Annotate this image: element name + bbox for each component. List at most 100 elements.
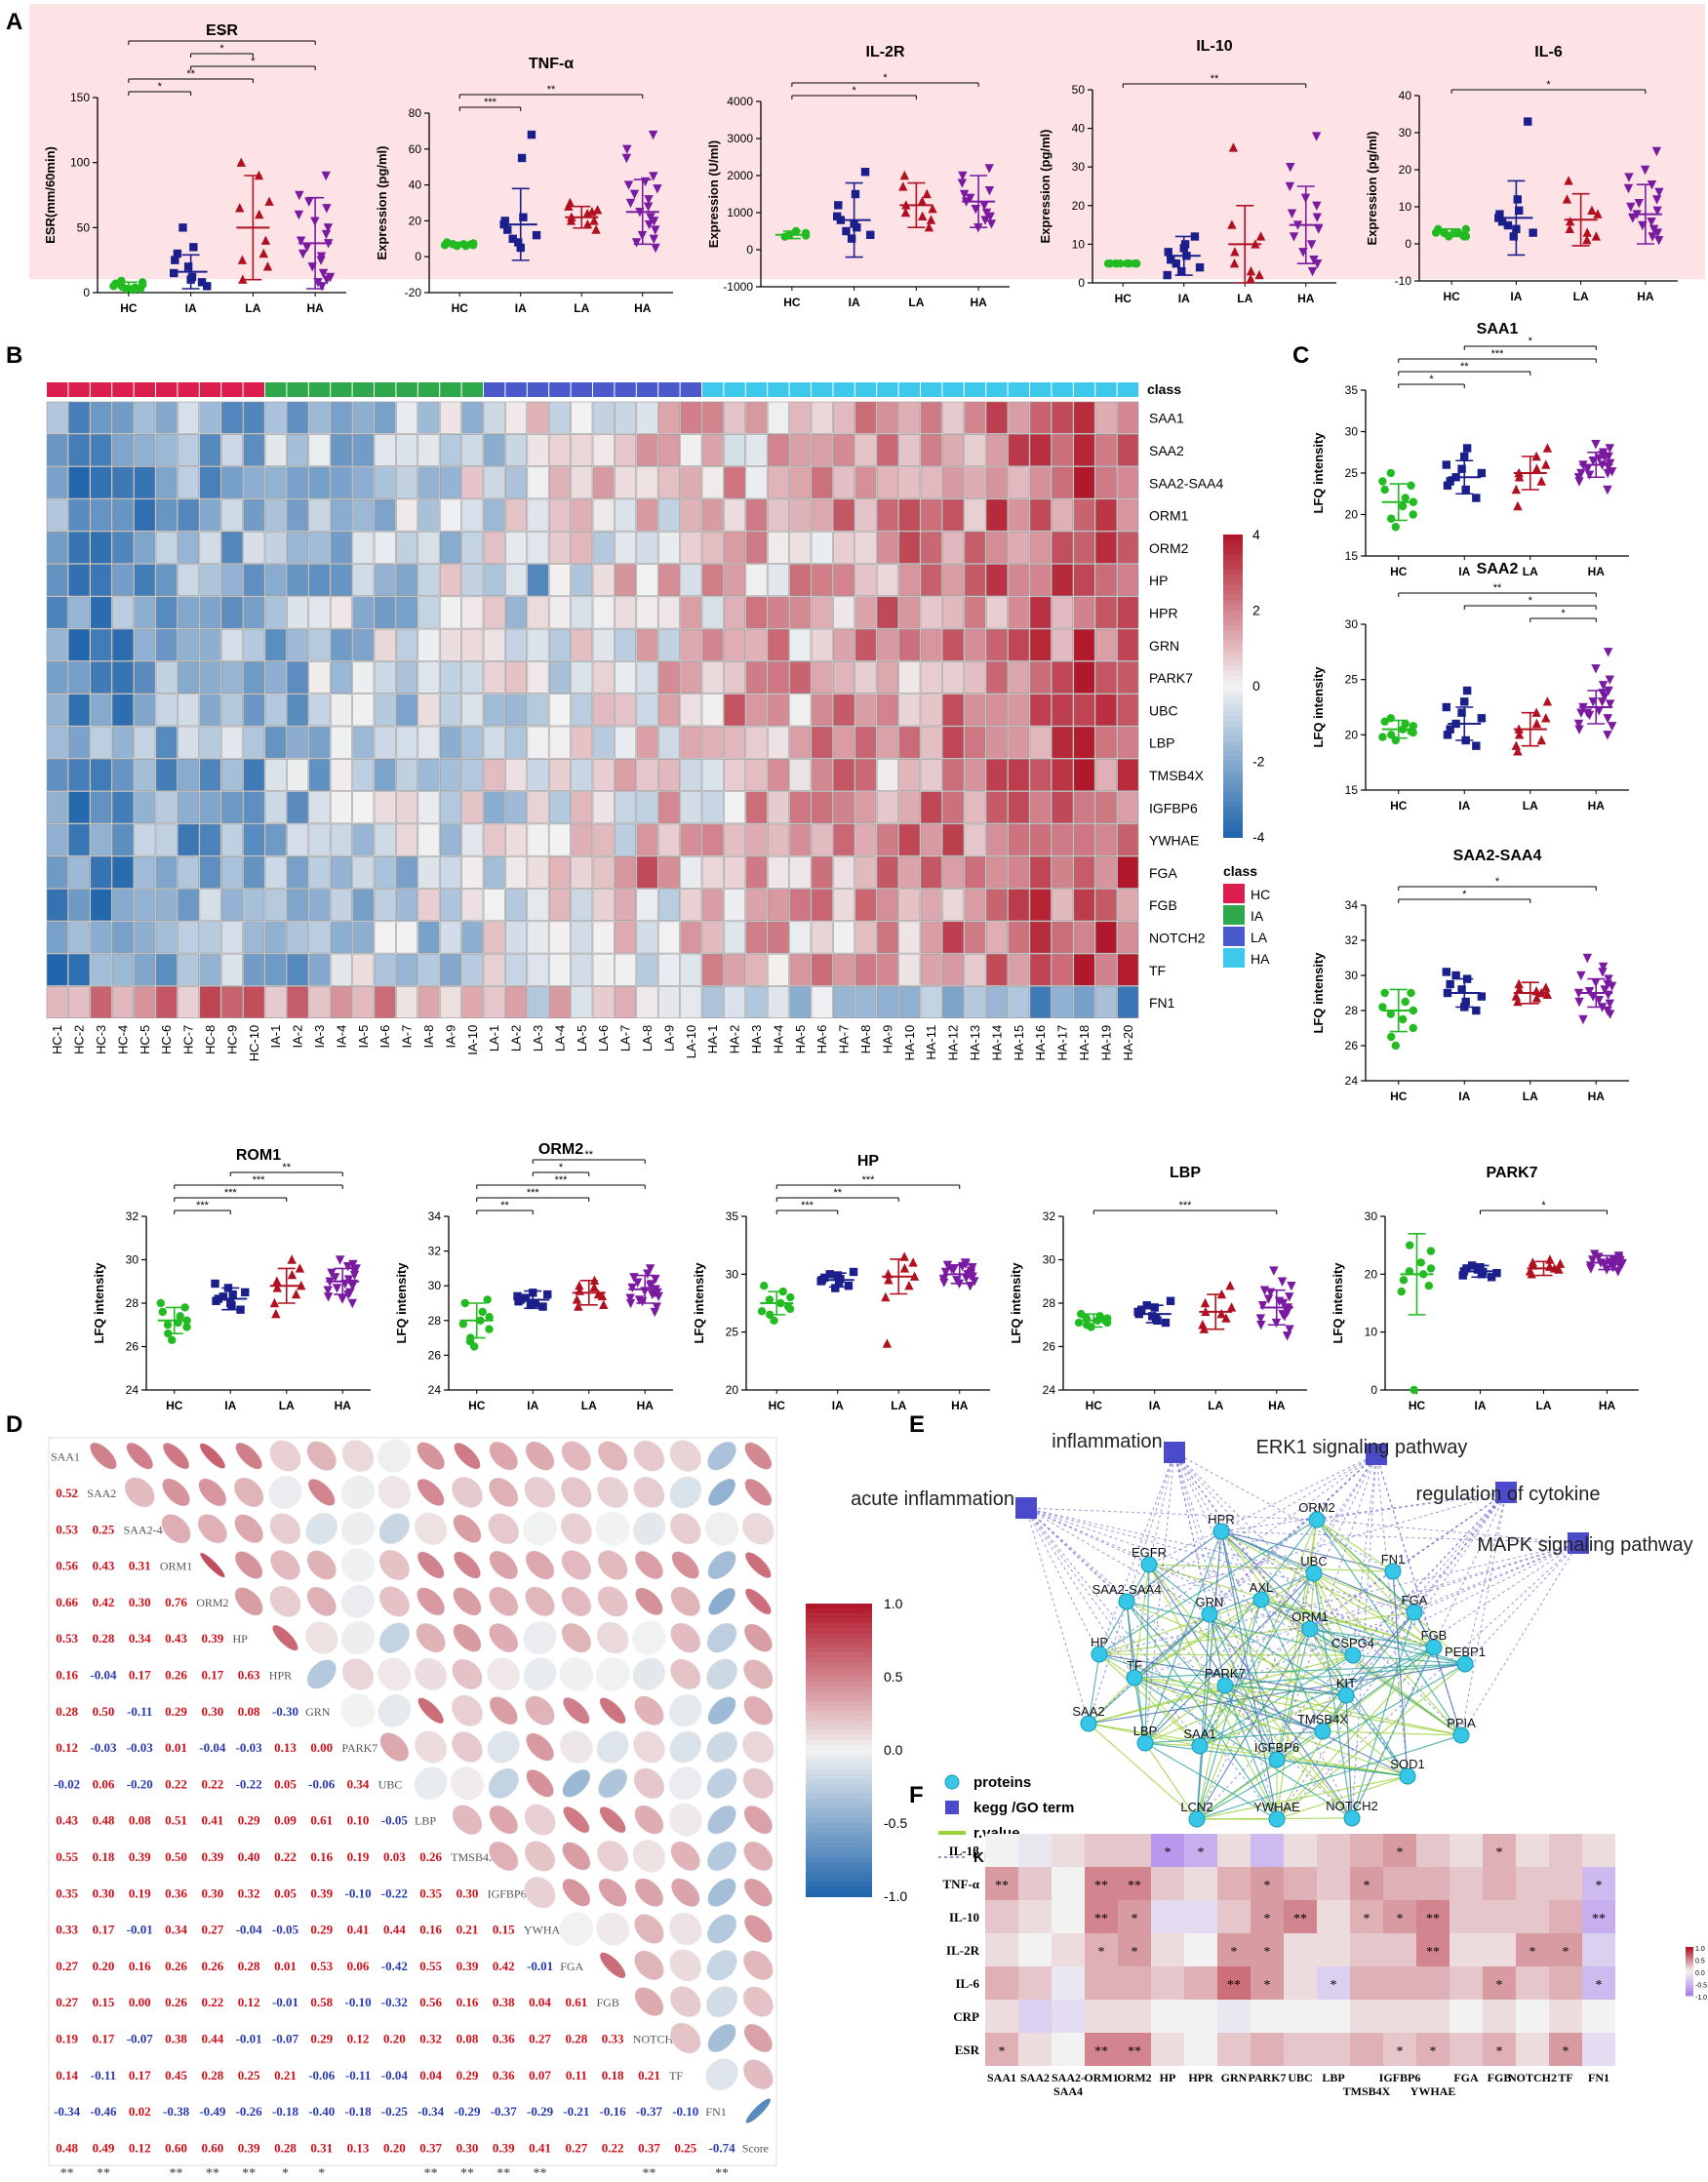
heat-cell bbox=[308, 855, 331, 889]
heat-cell bbox=[243, 401, 265, 434]
heat-cell bbox=[680, 694, 702, 727]
chart-title: LBP bbox=[1170, 1165, 1201, 1181]
y-tick-label: 60 bbox=[409, 142, 422, 156]
clinical-star: ** bbox=[1094, 2044, 1108, 2059]
heat-cell bbox=[505, 758, 528, 791]
heat-cell bbox=[439, 564, 461, 597]
data-point bbox=[1541, 982, 1551, 992]
heat-cell bbox=[1094, 661, 1117, 694]
heat-cell bbox=[396, 564, 418, 597]
heat-cell bbox=[571, 661, 593, 694]
gene-label: NOTCH2 bbox=[1149, 930, 1206, 945]
data-point bbox=[1605, 675, 1615, 685]
data-point bbox=[1461, 224, 1471, 233]
data-point bbox=[844, 1282, 854, 1290]
clinical-scale-step bbox=[1686, 1981, 1693, 1984]
data-point bbox=[1472, 1006, 1481, 1015]
data-point bbox=[168, 1335, 177, 1345]
heat-cell bbox=[178, 889, 200, 922]
data-point bbox=[1312, 259, 1323, 269]
heat-cell bbox=[724, 855, 746, 889]
data-point bbox=[1278, 1309, 1288, 1320]
heat-cell bbox=[1029, 596, 1052, 629]
corr-ellipse bbox=[305, 1621, 338, 1654]
corr-ellipse bbox=[562, 1878, 591, 1907]
heat-cell bbox=[724, 694, 746, 727]
protein-label: IGFBP6 bbox=[1254, 1740, 1299, 1755]
heat-cell bbox=[308, 531, 331, 564]
heat-cell bbox=[46, 791, 68, 824]
score-sig: ** bbox=[60, 2166, 74, 2181]
heat-cell bbox=[461, 855, 484, 889]
corr-value: 0.29 bbox=[310, 2031, 333, 2045]
heat-cell bbox=[155, 823, 178, 856]
heat-cell bbox=[461, 433, 484, 466]
heat-cell bbox=[1117, 986, 1139, 1019]
protein-label: PARK7 bbox=[1205, 1666, 1246, 1681]
heat-cell bbox=[920, 628, 942, 661]
heat-cell bbox=[68, 823, 91, 856]
term-edge bbox=[1144, 1451, 1175, 1744]
data-point bbox=[179, 223, 187, 232]
corr-ellipse bbox=[561, 1441, 592, 1471]
heat-cell bbox=[483, 531, 505, 564]
data-point bbox=[1442, 968, 1451, 976]
clinical-cell bbox=[1151, 1867, 1184, 1900]
data-point bbox=[1246, 265, 1256, 276]
heat-cell bbox=[90, 401, 112, 434]
color-scale-step bbox=[1223, 691, 1243, 697]
data-point bbox=[1312, 213, 1322, 222]
data-point bbox=[526, 1300, 536, 1309]
heat-cell bbox=[483, 694, 505, 727]
heat-cell bbox=[1073, 921, 1095, 954]
color-scale-tick: 4 bbox=[1252, 527, 1260, 542]
y-tick-label: 20 bbox=[409, 214, 422, 227]
corr-value: 0.21 bbox=[638, 2068, 660, 2083]
corr-ellipse bbox=[668, 1803, 702, 1837]
y-tick-label: 30 bbox=[1345, 617, 1359, 631]
col-label: SAA2- bbox=[1052, 2071, 1085, 2084]
heat-cell bbox=[1029, 531, 1052, 564]
color-scale-tick: 2 bbox=[1252, 603, 1260, 618]
data-point bbox=[842, 226, 851, 236]
corr-ellipse bbox=[197, 1514, 227, 1544]
heat-cell bbox=[680, 953, 702, 986]
heat-cell bbox=[396, 823, 418, 856]
y-tick-label: 25 bbox=[726, 1326, 739, 1339]
y-tick-label: -20 bbox=[405, 286, 422, 299]
heat-cell bbox=[483, 953, 505, 986]
corr-ellipse bbox=[559, 1912, 594, 1946]
heat-cell bbox=[833, 564, 855, 597]
heat-cell bbox=[1029, 889, 1052, 922]
heat-cell bbox=[592, 433, 615, 466]
term-edge bbox=[1309, 1491, 1507, 1630]
x-tick-label: HA bbox=[951, 1399, 969, 1412]
corr-value: -0.11 bbox=[345, 2068, 371, 2083]
heat-cell bbox=[461, 401, 484, 434]
heat-cell bbox=[1094, 628, 1117, 661]
heat-cell bbox=[199, 498, 221, 532]
heat-cell bbox=[264, 531, 287, 564]
color-scale-step bbox=[1223, 584, 1243, 591]
heat-cell bbox=[527, 694, 549, 727]
heat-cell bbox=[920, 401, 942, 434]
corr-ellipse bbox=[632, 1840, 666, 1873]
heat-cell bbox=[767, 921, 789, 954]
data-point bbox=[622, 144, 632, 154]
class-cell bbox=[921, 382, 942, 397]
clinical-cell bbox=[1416, 1966, 1450, 2000]
corr-ellipse bbox=[743, 1915, 773, 1943]
corr-colorbar-step bbox=[806, 1740, 872, 1746]
corr-ellipse bbox=[596, 1912, 630, 1946]
heat-cell bbox=[942, 433, 965, 466]
heat-cell bbox=[701, 855, 724, 889]
heat-cell bbox=[571, 889, 593, 922]
network-edge bbox=[1209, 1613, 1353, 1819]
clinical-cell bbox=[1217, 1966, 1251, 2000]
corr-value: 0.09 bbox=[274, 1813, 297, 1828]
heat-cell bbox=[1052, 726, 1074, 759]
heat-cell bbox=[417, 661, 440, 694]
heat-cell bbox=[483, 921, 505, 954]
corr-colorbar-step bbox=[806, 1813, 872, 1819]
data-point bbox=[1254, 269, 1264, 280]
